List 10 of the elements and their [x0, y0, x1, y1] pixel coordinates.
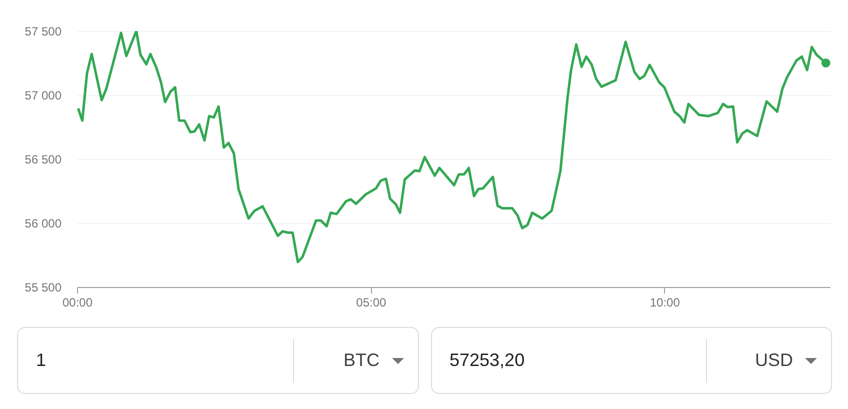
x-tick-label: 10:00	[650, 296, 680, 310]
y-tick-label: 55 500	[24, 280, 62, 294]
y-tick-label: 56 000	[24, 216, 62, 230]
y-tick-label: 57 500	[24, 24, 62, 38]
y-tick-label: 56 500	[24, 152, 62, 166]
y-tick-label: 57 000	[24, 88, 62, 102]
x-tick-label: 05:00	[356, 296, 387, 310]
x-tick-label: 00:00	[62, 296, 93, 310]
converter-field: 1 BTC	[17, 327, 418, 394]
converter-field: 57253,20 USD	[430, 327, 832, 394]
